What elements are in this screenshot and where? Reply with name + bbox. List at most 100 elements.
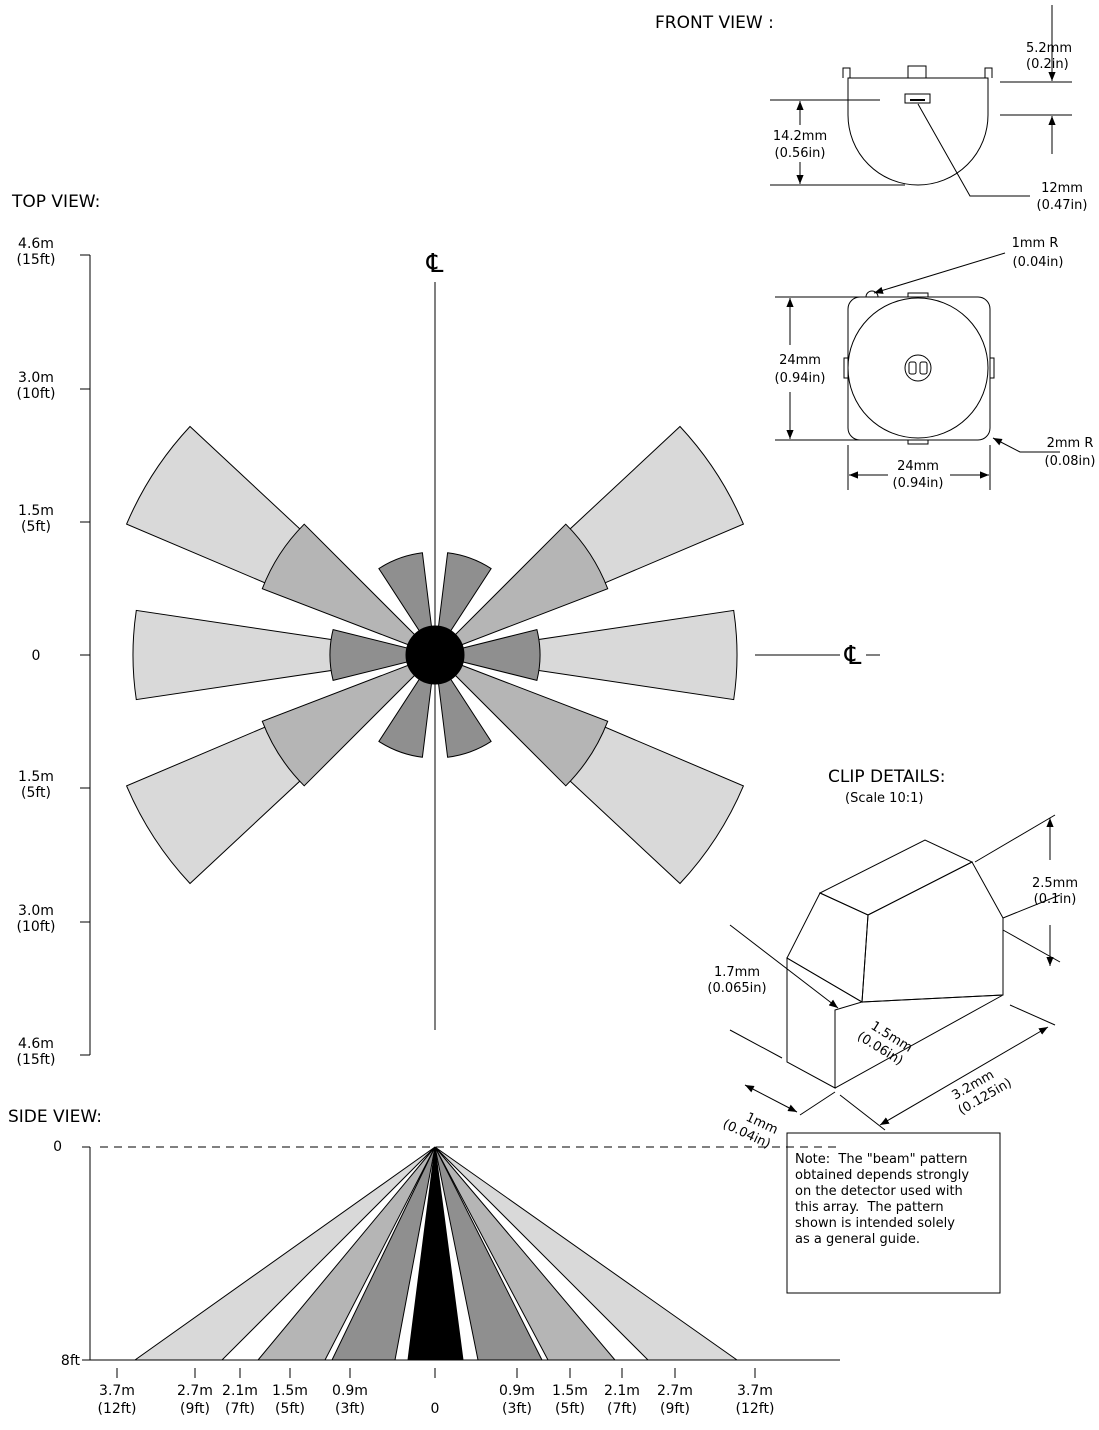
front-view-line: [917, 103, 1030, 197]
side-view-line: [256, 1146, 436, 1361]
clip-details-line: [786, 892, 869, 1003]
y-label: 1.5m: [18, 769, 54, 785]
centerline-symbol: ℄: [426, 249, 444, 279]
dim-label: 14.2mm: [773, 129, 827, 144]
beam: [329, 628, 436, 682]
sensor: [405, 625, 465, 685]
beam: [261, 523, 436, 656]
side-view-line: [434, 1146, 543, 1361]
dim-label: 2mm R: [1047, 436, 1094, 451]
dim-label: (0.47in): [1037, 198, 1088, 213]
clip-title: CLIP DETAILS:: [828, 767, 946, 787]
dim-label: (0.94in): [775, 371, 826, 386]
dim-label: (0.56in): [775, 146, 826, 161]
clip-details-line: [974, 814, 1056, 863]
x-label: 2.1m: [222, 1383, 258, 1399]
front-view-line: [847, 77, 989, 186]
clip-details-line: [1002, 894, 1061, 919]
dim-label: (0.1in): [1034, 892, 1077, 907]
x-label: (3ft): [502, 1401, 532, 1417]
y-label: 8ft: [61, 1353, 81, 1369]
top-view: TOP VIEW: ℄ ℄ 4.6m(15ft)3.0m(10ft)1.5m(5…: [11, 192, 880, 1068]
x-label: 1.5m: [552, 1383, 588, 1399]
y-label: (10ft): [17, 919, 56, 935]
clip-details-line: [839, 1094, 886, 1131]
y-label: 4.6m: [18, 1036, 54, 1052]
clip-details-line: [861, 861, 1004, 1003]
bottom-view: 1mm R (0.04in) 24mm (0.94in) 24mm (0.94i…: [775, 236, 1096, 491]
dim-label: (0.2in): [1026, 57, 1069, 72]
x-label: 1.5m: [272, 1383, 308, 1399]
clip-details-line: 1.5mm(0.06in): [854, 1019, 915, 1069]
beam: [434, 654, 609, 787]
top-view-title: TOP VIEW:: [11, 192, 100, 212]
x-label: 3.7m: [737, 1383, 773, 1399]
dim-label: (0.065in): [707, 981, 766, 996]
x-label: (9ft): [180, 1401, 210, 1417]
y-label: (10ft): [17, 386, 56, 402]
clip-details: CLIP DETAILS: (Scale 10:1) 2.5mm (0.1in)…: [707, 767, 1078, 1152]
side-view-line: [407, 1146, 464, 1361]
y-label: 0: [53, 1139, 62, 1155]
clip-details-line: [744, 1084, 798, 1113]
clip-details-line: [729, 924, 839, 1009]
x-label: 3.7m: [99, 1383, 135, 1399]
x-label: 0.9m: [332, 1383, 368, 1399]
x-label: (5ft): [275, 1401, 305, 1417]
dim-label: (0.94in): [893, 476, 944, 491]
y-label: (15ft): [17, 252, 56, 268]
front-view-title: FRONT VIEW :: [655, 13, 774, 33]
centerline-symbol: ℄: [844, 641, 862, 671]
bottom-view-line: [873, 252, 1006, 294]
y-label: 4.6m: [18, 236, 54, 252]
dim-label: 12mm: [1041, 181, 1083, 196]
note-line: on the detector used with: [795, 1184, 963, 1199]
clip-details-line: [729, 1029, 783, 1059]
bottom-view-line: [843, 292, 995, 445]
side-view-title: SIDE VIEW:: [8, 1107, 102, 1127]
beam: [434, 523, 609, 656]
dim-label: 5.2mm: [1026, 41, 1072, 56]
dim-label: (0.04in): [1013, 255, 1064, 270]
dim-label: 1mm R: [1012, 236, 1059, 251]
x-label: (5ft): [555, 1401, 585, 1417]
dim-label: 24mm: [779, 353, 821, 368]
side-view-line: [434, 1146, 617, 1361]
note-line: shown is intended solely: [795, 1216, 955, 1231]
note-line: obtained depends strongly: [795, 1168, 969, 1183]
bottom-view-line: [992, 437, 1060, 453]
clip-details-line: [799, 1091, 836, 1116]
bottom-view-line: [908, 361, 917, 375]
beam-pattern: [125, 425, 745, 885]
clip-details-line: [879, 1026, 1049, 1126]
x-label: (12ft): [736, 1401, 775, 1417]
note-line: as a general guide.: [795, 1232, 920, 1247]
dim-label: 2.5mm: [1032, 876, 1078, 891]
x-label: 2.1m: [604, 1383, 640, 1399]
y-label: (15ft): [17, 1052, 56, 1068]
bottom-view-line: [847, 297, 989, 439]
beam: [434, 628, 541, 682]
note-line: this array. The pattern: [795, 1200, 944, 1215]
dim-label: 24mm: [897, 459, 939, 474]
side-view-line: [434, 1146, 739, 1361]
x-label: (7ft): [225, 1401, 255, 1417]
y-label: 3.0m: [18, 370, 54, 386]
side-view-line: [786, 1132, 1001, 1294]
clip-scale: (Scale 10:1): [845, 791, 923, 806]
y-label: 0: [32, 648, 41, 664]
front-view: FRONT VIEW : 5.2mm (0.2in) 14.2mm (0.56i…: [655, 5, 1087, 213]
clip-details-line: [1002, 929, 1061, 963]
y-label: 1.5m: [18, 503, 54, 519]
y-label: (5ft): [21, 785, 51, 801]
bottom-view-line: [919, 361, 928, 375]
x-label: (9ft): [660, 1401, 690, 1417]
x-label: 2.7m: [657, 1383, 693, 1399]
y-label: (5ft): [21, 519, 51, 535]
bottom-view-line: [865, 290, 879, 298]
beam: [132, 609, 337, 701]
x-label: (12ft): [98, 1401, 137, 1417]
x-label: (3ft): [335, 1401, 365, 1417]
x-label: 2.7m: [177, 1383, 213, 1399]
